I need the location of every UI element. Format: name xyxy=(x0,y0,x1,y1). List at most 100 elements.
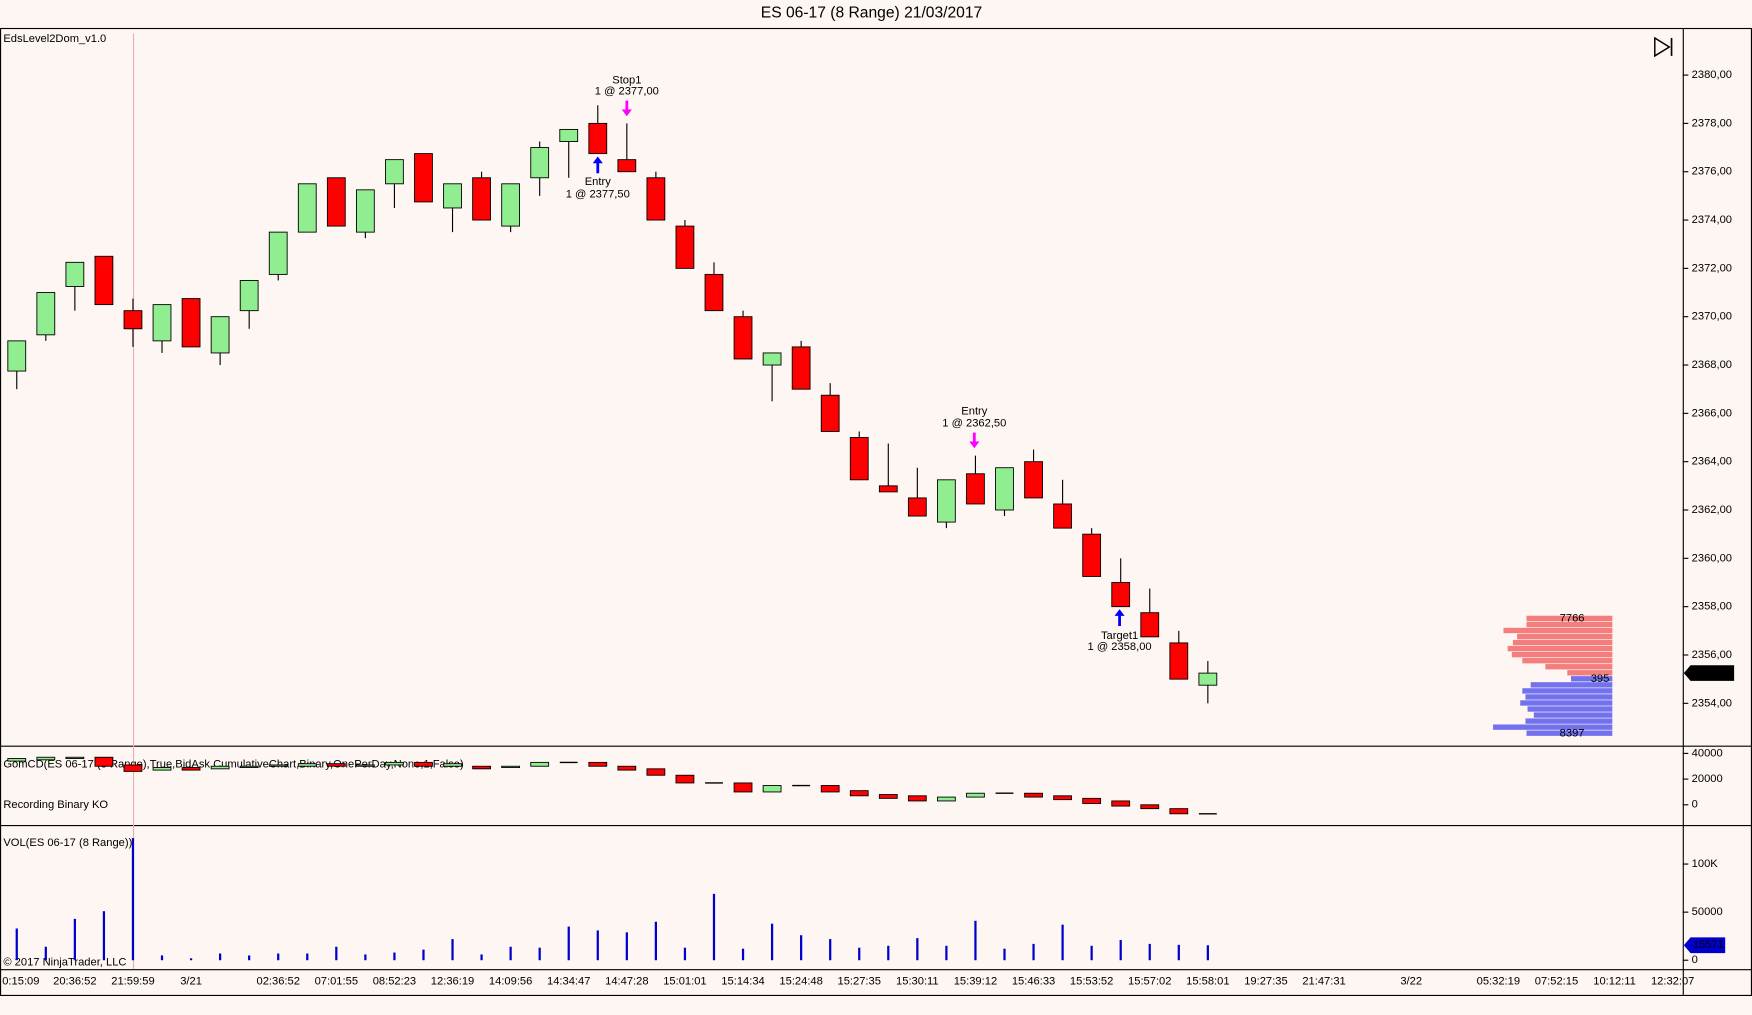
volume-bar xyxy=(509,946,512,961)
candle-body xyxy=(181,767,201,771)
volume-bar xyxy=(102,911,106,961)
candle-body xyxy=(152,304,172,342)
dom-bar xyxy=(1567,670,1613,676)
candle-body xyxy=(907,497,927,517)
candle-body xyxy=(878,794,898,799)
indicator-label: GomCD(ES 06-17 (8 Range),True,BidAsk,Cum… xyxy=(3,759,464,771)
dom-bar xyxy=(1522,688,1613,694)
dom-bar xyxy=(1525,694,1613,700)
volume-bar xyxy=(1032,943,1035,961)
candle-body xyxy=(94,255,114,306)
skip-to-end-button[interactable] xyxy=(1651,35,1677,59)
candle-body xyxy=(937,796,956,802)
candle-body xyxy=(65,261,85,287)
volume-bar xyxy=(887,945,890,961)
dom-bar xyxy=(1526,730,1613,736)
candle-body xyxy=(588,122,608,155)
candle-body xyxy=(617,159,637,173)
candle-body xyxy=(355,764,375,767)
volume-bar xyxy=(538,947,541,961)
annotation-title: Entry xyxy=(961,405,987,417)
x-tick-label: 07:01:55 xyxy=(315,975,358,987)
volume-bar xyxy=(44,946,47,961)
candle-body xyxy=(704,273,724,312)
candle-body xyxy=(443,183,462,209)
annotation-detail: 1 @ 2362,50 xyxy=(942,418,1006,430)
x-tick-label: 0:15:09 xyxy=(2,975,39,987)
candle-body xyxy=(7,340,27,372)
volume-bar xyxy=(393,952,396,961)
candle-body xyxy=(1082,533,1102,577)
candle-body xyxy=(326,177,346,227)
x-tick-label: 15:53:52 xyxy=(1070,975,1113,987)
volume-bar xyxy=(1090,945,1093,961)
candle-body xyxy=(1111,582,1131,608)
y-tick-label: 2356,00 xyxy=(1692,649,1732,661)
x-tick-label: 21:47:31 xyxy=(1302,975,1345,987)
volume-bar xyxy=(219,953,222,961)
play-icon[interactable] xyxy=(1654,36,1671,58)
trade-arrow-head xyxy=(969,441,980,449)
x-tick-label: 21:59:59 xyxy=(111,975,154,987)
dom-bar xyxy=(1570,676,1613,682)
x-tick-label: 12:36:19 xyxy=(431,975,474,987)
x-tick-label: 02:36:52 xyxy=(257,975,300,987)
dom-bar xyxy=(1512,639,1613,646)
last-price-tag xyxy=(1683,665,1735,681)
x-tick-label: 14:47:28 xyxy=(605,975,648,987)
indicator-label: EdsLevel2Dom_v1.0 xyxy=(3,33,106,45)
candle-body xyxy=(297,763,317,767)
volume-bar xyxy=(945,945,948,961)
candle-body xyxy=(995,467,1014,511)
dom-bar xyxy=(1511,651,1613,658)
volume-bar xyxy=(451,939,454,961)
volume-bar xyxy=(15,928,18,961)
candle-body xyxy=(414,153,433,203)
candle-body xyxy=(733,316,753,360)
candle-body xyxy=(820,394,840,432)
candle-body xyxy=(878,485,898,493)
dom-bar xyxy=(1520,700,1613,706)
volume-bar xyxy=(1119,940,1122,961)
volume-bar xyxy=(131,838,135,961)
candle-body xyxy=(1053,503,1072,529)
candle-body xyxy=(559,128,579,142)
candle-body xyxy=(791,346,811,390)
candle-body xyxy=(820,785,840,793)
y-tick-label: 2366,00 xyxy=(1692,407,1732,419)
annotation-title: Stop1 xyxy=(612,74,641,86)
dom-total: 7766 xyxy=(1560,613,1585,625)
trade-arrow-head xyxy=(1114,609,1125,616)
button-bg[interactable] xyxy=(1651,35,1677,59)
dom-bar xyxy=(1527,706,1613,712)
x-tick-label: 15:46:33 xyxy=(1012,975,1055,987)
dom-bar xyxy=(1526,621,1613,628)
volume-bar xyxy=(596,930,599,961)
last-volume-tag xyxy=(1683,937,1726,954)
dom-bar xyxy=(1503,627,1613,634)
candle-body xyxy=(385,159,404,185)
volume-bar xyxy=(858,947,861,961)
dom-total: 8397 xyxy=(1560,727,1585,739)
candle-body xyxy=(210,765,230,770)
candle-body xyxy=(65,756,85,759)
dom-bar xyxy=(1526,615,1613,622)
chart-title: ES 06-17 (8 Range) 21/03/2017 xyxy=(761,5,982,22)
last-price-label: 2355,25 xyxy=(1692,667,1732,679)
candle-body xyxy=(530,147,550,179)
x-tick-label: 3/21 xyxy=(180,975,202,987)
x-tick-label: 08:52:23 xyxy=(373,975,416,987)
candle-body xyxy=(907,795,927,802)
copyright: © 2017 NinjaTrader, LLC xyxy=(3,956,126,968)
y-tick-label: 2364,00 xyxy=(1692,456,1732,468)
dom-bar xyxy=(1533,712,1613,718)
candle-body xyxy=(210,316,230,354)
indicator-status: Recording Binary KO xyxy=(3,799,108,811)
candle-body xyxy=(123,310,143,330)
candle-body xyxy=(443,763,462,767)
y-tick-label: 2374,00 xyxy=(1692,214,1732,226)
y-tick-label: 40000 xyxy=(1692,747,1723,759)
volume-bar xyxy=(712,893,716,961)
candle-body xyxy=(1140,612,1160,638)
